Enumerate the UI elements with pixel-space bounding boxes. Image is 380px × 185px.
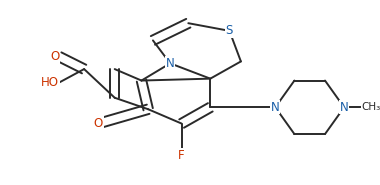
- Text: N: N: [340, 101, 348, 114]
- Text: O: O: [94, 117, 103, 130]
- Text: N: N: [271, 101, 280, 114]
- Text: CH₃: CH₃: [361, 102, 380, 112]
- Text: HO: HO: [41, 76, 59, 89]
- Text: O: O: [50, 50, 59, 63]
- Text: N: N: [166, 57, 174, 70]
- Text: F: F: [178, 149, 185, 162]
- Text: S: S: [226, 24, 233, 37]
